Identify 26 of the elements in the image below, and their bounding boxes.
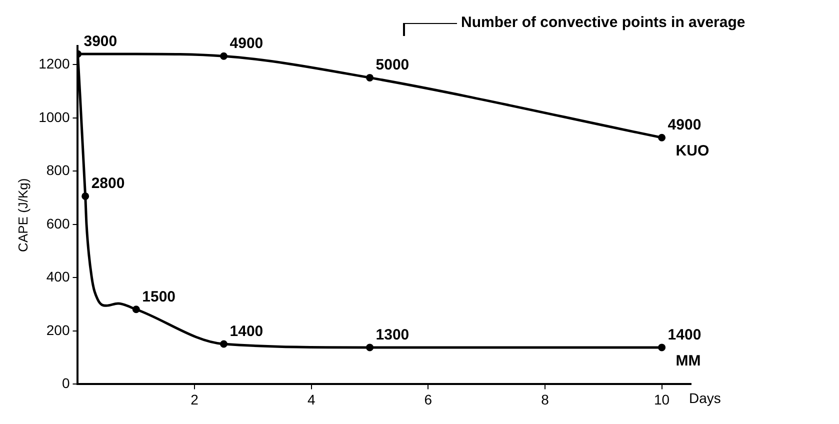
x-tick-label: 10 [654,391,670,408]
series-label: KUO [676,142,710,160]
x-tick-label: 6 [424,391,432,408]
annotation: 2800 [91,175,125,192]
annotation: 1400 [230,322,264,340]
annotation: 4900 [230,35,264,52]
y-tick-label: 1000 [38,108,70,125]
y-tick-label: 1200 [38,56,70,72]
annotation: 1500 [142,288,176,306]
x-tick-label: 2 [190,391,199,408]
y-tick-label: 600 [46,215,70,232]
y-tick-label: 0 [62,375,70,392]
y-tick-label: 400 [46,268,70,285]
annotation: 1400 [668,326,702,344]
annotation: 3900 [84,32,118,50]
annotation: 4900 [668,116,702,134]
y-tick-label: 200 [46,322,70,338]
y-axis-title: CAPE (J/Kg) [15,178,30,252]
annotation: 1300 [376,326,410,344]
y-tick-label: 800 [46,162,70,178]
x-tick-label: 8 [541,391,550,408]
annotation: 5000 [376,56,410,74]
x-axis-title: Days [689,390,721,406]
x-tick-label: 4 [307,391,316,408]
text: Number of convective points in average [461,14,746,31]
series-label: MM [676,352,701,370]
